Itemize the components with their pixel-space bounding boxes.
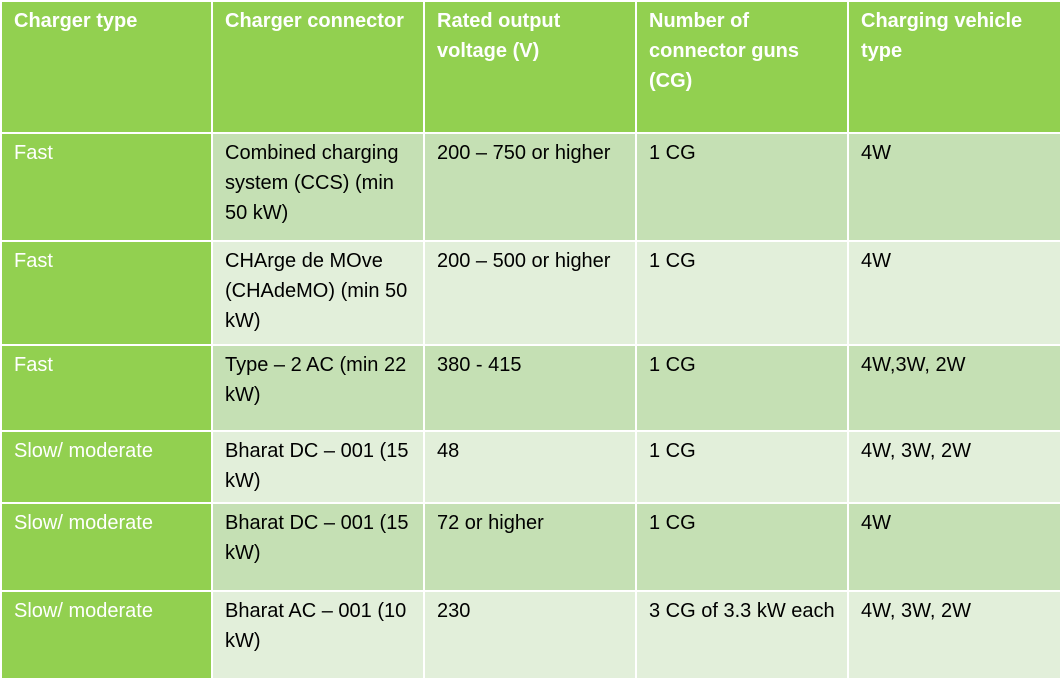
cell-vehicle-type: 4W [847,502,1060,592]
cell-charger-type: Slow/ moderate [0,590,213,680]
cell-rated-voltage: 72 or higher [423,502,637,592]
cell-charger-type: Fast [0,240,213,346]
cell-rated-voltage: 380 - 415 [423,344,637,432]
cell-connector-guns: 1 CG [635,430,849,504]
cell-charger-type: Fast [0,132,213,242]
header-charger-connector: Charger connector [211,0,425,134]
cell-vehicle-type: 4W [847,132,1060,242]
cell-rated-voltage: 48 [423,430,637,504]
header-vehicle-type: Charging vehicle type [847,0,1060,134]
cell-charger-type: Slow/ moderate [0,502,213,592]
header-charger-type: Charger type [0,0,213,134]
cell-vehicle-type: 4W,3W, 2W [847,344,1060,432]
cell-rated-voltage: 200 – 500 or higher [423,240,637,346]
header-row: Charger type Charger connector Rated out… [0,0,1060,134]
table-row: Fast CHArge de MOve (CHAdeMO) (min 50 kW… [0,240,1060,346]
cell-rated-voltage: 200 – 750 or higher [423,132,637,242]
cell-charger-connector: Type – 2 AC (min 22 kW) [211,344,425,432]
cell-charger-connector: Bharat DC – 001 (15 kW) [211,502,425,592]
cell-vehicle-type: 4W, 3W, 2W [847,430,1060,504]
cell-vehicle-type: 4W [847,240,1060,346]
cell-charger-connector: CHArge de MOve (CHAdeMO) (min 50 kW) [211,240,425,346]
cell-charger-type: Fast [0,344,213,432]
cell-vehicle-type: 4W, 3W, 2W [847,590,1060,680]
cell-charger-connector: Bharat DC – 001 (15 kW) [211,430,425,504]
table-row: Slow/ moderate Bharat AC – 001 (10 kW) 2… [0,590,1060,680]
table-row: Slow/ moderate Bharat DC – 001 (15 kW) 4… [0,430,1060,504]
cell-charger-connector: Bharat AC – 001 (10 kW) [211,590,425,680]
header-connector-guns: Number of connector guns (CG) [635,0,849,134]
cell-connector-guns: 1 CG [635,240,849,346]
table-row: Fast Combined charging system (CCS) (min… [0,132,1060,242]
table-row: Slow/ moderate Bharat DC – 001 (15 kW) 7… [0,502,1060,592]
table-row: Fast Type – 2 AC (min 22 kW) 380 - 415 1… [0,344,1060,432]
cell-connector-guns: 3 CG of 3.3 kW each [635,590,849,680]
cell-charger-connector: Combined charging system (CCS) (min 50 k… [211,132,425,242]
cell-connector-guns: 1 CG [635,502,849,592]
header-rated-output-voltage: Rated output voltage (V) [423,0,637,134]
cell-connector-guns: 1 CG [635,132,849,242]
cell-rated-voltage: 230 [423,590,637,680]
cell-connector-guns: 1 CG [635,344,849,432]
cell-charger-type: Slow/ moderate [0,430,213,504]
